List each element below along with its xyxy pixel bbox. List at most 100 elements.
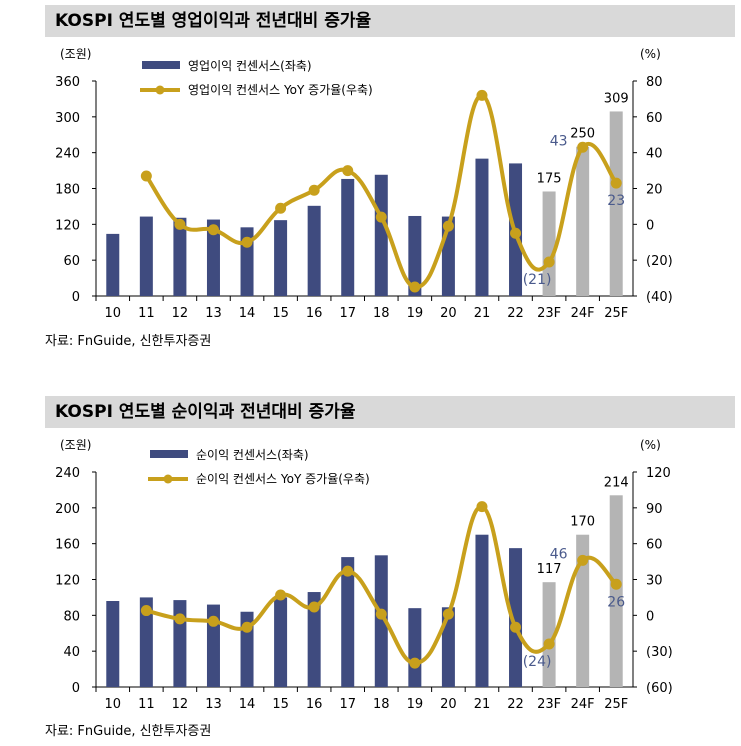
chart-1-legend-line-label: 영업이익 컨센서스 YoY 증가율(우축) [188,83,373,97]
chart-1-right-tick-label: 80 [646,75,663,90]
chart-1-left-tick-label: 360 [55,75,80,90]
chart-2-bar-20 [441,607,455,687]
chart-2-yoy-point-19 [409,657,421,669]
chart-1-x-tick-label: 21 [474,306,491,321]
chart-2-right-tick-label: (60) [646,681,673,696]
chart-1-yoy-point-20 [442,220,454,232]
chart-2-yoy-point-18 [375,608,387,620]
chart-1-yoy-point-15 [275,202,287,214]
chart-2-yoy-point-11 [140,605,152,617]
chart-1-bar-19 [408,215,422,296]
chart-1-x-tick-label: 18 [373,306,390,321]
chart-2-bar-12 [173,600,187,687]
chart-1-x-tick-label: 20 [440,306,457,321]
chart-2-bar-15 [274,597,288,687]
chart-1-left-tick-label: 300 [55,111,80,126]
chart-1-bar-10 [106,233,120,296]
chart-1-x-tick-label: 16 [306,306,323,321]
chart-1-bar-label-25F: 309 [604,91,629,106]
chart-1-bar-21 [475,158,489,296]
chart-1-x-tick-label: 24F [571,306,595,321]
chart-1-right-unit: (%) [640,47,661,61]
chart-1-yoy-point-19 [409,281,421,293]
chart-2-legend-bar-swatch [150,450,188,458]
chart-2-yoy-point-20 [442,608,454,620]
chart-1-yoy-point-25F [610,177,622,189]
chart-2-yoy-point-23F [543,638,555,650]
chart-2-yoy-line [145,504,618,666]
chart-1-yoy-point-22 [510,227,522,239]
chart-1-yoy-point-23F [543,256,555,268]
chart-2-bar-21 [475,534,489,687]
chart-2-yoy-point-21 [476,501,488,513]
chart-1-bar-18 [374,174,388,296]
chart-1-x-tick-label: 13 [205,306,222,321]
chart-2-bar-17 [341,557,355,687]
chart-1-yoy-point-21 [476,89,488,101]
chart-2-x-tick-label: 17 [339,697,356,712]
chart-2-right-tick-label: 30 [646,574,663,589]
chart-2-yoy-point-13 [207,615,219,627]
chart-2-x-tick-label: 13 [205,697,222,712]
chart-2-bar-label-25F: 214 [604,475,629,490]
chart-2-legend-line-marker [163,474,173,484]
chart-1-x-tick-label: 11 [138,306,155,321]
chart-1-left-tick-label: 60 [63,254,80,269]
chart-1-x-tick-label: 25F [604,306,628,321]
chart-2-x-tick-label: 24F [571,697,595,712]
chart-1-left-tick-label: 240 [55,147,80,162]
chart-2-bar-19 [408,608,422,687]
chart-1-yoy-point-17 [342,165,354,177]
chart-1-x-tick-label: 10 [105,306,122,321]
chart-2-left-tick-label: 80 [63,609,80,624]
chart-2-x-tick-label: 16 [306,697,323,712]
chart-1-bar-24F [576,146,590,296]
chart-1-yoy-point-16 [308,184,320,196]
chart-1-right-tick-label: 40 [646,147,663,162]
chart-1-x-tick-label: 23F [537,306,561,321]
chart-1-left-tick-label: 180 [55,183,80,198]
chart-2-yoy-point-16 [308,601,320,613]
chart-1-yoy-point-24F [577,141,589,153]
chart-1-yoy-label-24F: 43 [550,133,568,149]
chart-1-right-tick-label: (20) [646,254,673,269]
chart-1-x-tick-label: 22 [507,306,524,321]
chart-1-yoy-point-12 [174,218,186,230]
chart-2-left-tick-label: 120 [55,574,80,589]
chart-1-yoy-point-18 [375,211,387,223]
chart-1-x-tick-label: 12 [172,306,189,321]
chart-2-x-tick-label: 18 [373,697,390,712]
chart-1-yoy-label-25F: 23 [607,193,625,209]
chart-1-bar-17 [341,178,355,296]
chart-2-right-tick-label: 60 [646,538,663,553]
chart-2-bar-25F [609,495,623,687]
chart-2-left-tick-label: 0 [72,681,80,696]
chart-2-bar-11 [139,597,153,687]
chart-2-x-tick-label: 12 [172,697,189,712]
chart-2-yoy-label-25F: 26 [607,594,625,610]
chart-2-left-tick-label: 240 [55,466,80,481]
chart-2-source: 자료: FnGuide, 신한투자증권 [45,724,212,739]
chart-2-x-tick-label: 14 [239,697,256,712]
chart-2-bar-label-24F: 170 [570,515,595,530]
chart-1-legend-line-marker [155,85,165,95]
chart-2-yoy-point-22 [510,621,522,633]
chart-2-yoy-point-25F [610,578,622,590]
chart-1-left-tick-label: 0 [72,290,80,305]
chart-2-bar-10 [106,601,120,687]
chart-1-bar-11 [139,216,153,296]
chart-2-bar-18 [374,555,388,687]
chart-1-right-tick-label: (40) [646,290,673,305]
chart-2-x-tick-label: 20 [440,697,457,712]
chart-1-bar-label-24F: 250 [570,127,595,142]
chart-2-x-tick-label: 15 [272,697,289,712]
chart-2-left-tick-label: 200 [55,502,80,517]
chart-2-x-tick-label: 19 [407,697,424,712]
chart-2-yoy-point-24F [577,554,589,566]
chart-1-x-tick-label: 14 [239,306,256,321]
chart-1-right-tick-label: 20 [646,183,663,198]
chart-2-yoy-point-14 [241,621,253,633]
chart-2-x-tick-label: 23F [537,697,561,712]
chart-1-yoy-label-23F: (21) [523,272,552,288]
chart-1-bar-25F [609,111,623,296]
